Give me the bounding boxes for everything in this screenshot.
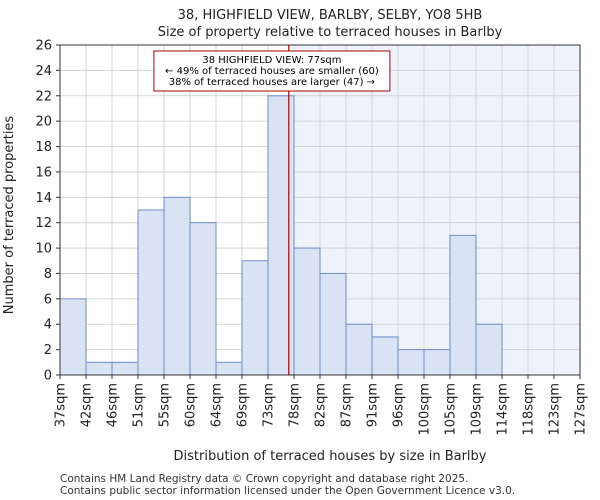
x-tick-label: 123sqm (548, 383, 563, 436)
y-axis-label: Number of terraced properties (2, 116, 17, 315)
x-tick-label: 42sqm (80, 383, 95, 427)
x-tick-label: 55sqm (158, 383, 173, 427)
bar-37sqm (59, 298, 87, 376)
x-axis-label: Distribution of terraced houses by size … (174, 449, 487, 464)
y-tick-label: 22 (35, 89, 52, 104)
bar-100sqm (423, 349, 451, 376)
x-tick-label: 118sqm (522, 383, 537, 436)
annotation-box (153, 50, 391, 92)
y-tick-label: 14 (35, 191, 52, 206)
x-tick-label: 127sqm (574, 383, 589, 436)
bar-69sqm (241, 260, 269, 376)
annotation-line2: ← 49% of terraced houses are smaller (60… (165, 66, 379, 77)
annotation-line3: 38% of terraced houses are larger (47) → (169, 77, 375, 88)
chart-title-line2: Size of property relative to terraced ho… (158, 25, 503, 40)
y-tick-label: 16 (35, 165, 52, 180)
bar-105sqm (449, 234, 477, 376)
bar-73sqm (267, 95, 295, 376)
y-tick-label: 6 (44, 292, 52, 307)
y-tick-label: 2 (44, 343, 52, 358)
x-tick-label: 105sqm (444, 383, 459, 436)
y-tick-label: 4 (44, 318, 52, 333)
x-tick-label: 87sqm (340, 383, 355, 427)
y-tick-label: 12 (35, 216, 52, 231)
x-tick-label: 82sqm (314, 383, 329, 427)
x-tick-label: 64sqm (210, 383, 225, 427)
bar-46sqm (111, 361, 139, 376)
annotation-line1: 38 HIGHFIELD VIEW: 77sqm (202, 55, 341, 66)
x-tick-label: 91sqm (366, 383, 381, 427)
bar-91sqm (371, 336, 399, 376)
bar-55sqm (163, 196, 191, 376)
y-tick-label: 18 (35, 140, 52, 155)
bar-42sqm (85, 361, 113, 376)
y-tick-label: 26 (35, 39, 52, 54)
bar-51sqm (137, 209, 165, 376)
x-tick-label: 60sqm (184, 383, 199, 427)
y-tick-label: 10 (35, 242, 52, 257)
x-tick-label: 114sqm (496, 383, 511, 436)
bar-82sqm (319, 272, 347, 376)
bar-64sqm (215, 361, 243, 376)
x-tick-label: 51sqm (132, 383, 147, 427)
y-tick-label: 0 (44, 369, 52, 384)
x-tick-label: 37sqm (54, 383, 69, 427)
y-tick-label: 24 (35, 64, 52, 79)
bar-78sqm (293, 247, 321, 376)
bar-60sqm (189, 222, 217, 376)
x-tick-label: 109sqm (470, 383, 485, 436)
x-tick-label: 73sqm (262, 383, 277, 427)
x-tick-label: 69sqm (236, 383, 251, 427)
bar-109sqm (475, 323, 503, 376)
y-tick-label: 8 (44, 267, 52, 282)
bar-96sqm (397, 349, 425, 376)
x-tick-label: 78sqm (288, 383, 303, 427)
x-tick-label: 96sqm (392, 383, 407, 427)
x-tick-label: 46sqm (106, 383, 121, 427)
bar-87sqm (345, 323, 373, 376)
y-tick-label: 20 (35, 115, 52, 130)
x-tick-label: 100sqm (418, 383, 433, 436)
footer-line2: Contains public sector information licen… (60, 485, 515, 497)
footer-line1: Contains HM Land Registry data © Crown c… (60, 473, 468, 485)
chart-title-line1: 38, HIGHFIELD VIEW, BARLBY, SELBY, YO8 5… (178, 8, 483, 23)
